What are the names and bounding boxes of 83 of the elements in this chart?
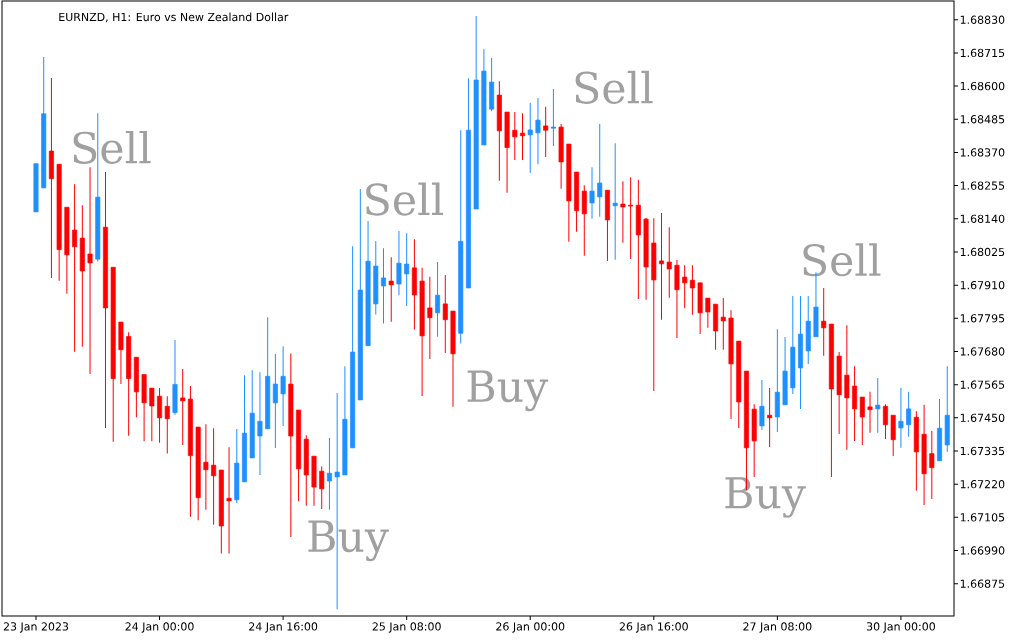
candlestick [442, 274, 448, 354]
candlestick [705, 297, 711, 329]
candlestick [659, 212, 665, 321]
candlestick [257, 371, 263, 476]
y-tick-label: 1.68140 [960, 214, 1005, 223]
candlestick [906, 391, 912, 438]
candlestick [381, 247, 386, 324]
text: EURNZD, H1: Euro vs New Zealand Dollar [59, 12, 289, 23]
x-tick-label: 26 Jan 16:00 [619, 622, 688, 633]
candlestick [759, 379, 765, 431]
candlestick [597, 123, 603, 218]
y-tick-label: 1.68830 [960, 15, 1005, 24]
candlestick [388, 256, 394, 323]
candlestick [581, 184, 587, 257]
annotation: Sell [366, 182, 444, 216]
y-tick-label: 1.67450 [960, 413, 1005, 422]
candlestick [535, 97, 541, 165]
candlestick [612, 142, 618, 261]
candlestick [396, 230, 402, 296]
y-tick-label: 1.67910 [960, 280, 1005, 290]
candlestick [898, 387, 904, 449]
candlestick [527, 102, 533, 174]
candlestick [435, 261, 441, 338]
candlestick [720, 297, 726, 351]
annotation: Sell [575, 70, 653, 104]
y-tick-label: 1.68600 [960, 81, 1005, 91]
x-tick-label: 27 Jan 08:00 [743, 622, 812, 633]
candlestick [149, 387, 155, 442]
candlestick [620, 180, 626, 244]
candlestick [589, 166, 595, 220]
candlestick [550, 88, 556, 147]
candlestick [628, 176, 634, 260]
y-tick-label: 1.68255 [960, 181, 1005, 190]
candlestick [203, 423, 209, 511]
candlestick [164, 395, 170, 455]
candlestick [157, 387, 163, 444]
y-tick-label: 1.67795 [960, 314, 1005, 323]
candlestick [280, 345, 286, 427]
annotation: Buy [467, 370, 549, 412]
y-tick-label: 1.68025 [960, 247, 1005, 257]
candlestick [520, 112, 526, 161]
candlestick [767, 387, 773, 448]
candlestick [326, 437, 332, 511]
candlestick [682, 264, 688, 309]
x-tick-label: 30 Jan 00:00 [866, 622, 935, 633]
y-tick-label: 1.68715 [960, 48, 1005, 58]
candlestick [859, 396, 865, 446]
candlestick [821, 287, 827, 357]
y-tick-label: 1.67335 [960, 446, 1005, 456]
candlestick [689, 264, 695, 316]
candlestick [87, 166, 93, 375]
x-tick-label: 24 Jan 00:00 [125, 622, 194, 633]
candlestick [72, 183, 78, 353]
x-tick-label: 23 Jan 2023 [3, 622, 69, 633]
candlestick [404, 232, 410, 307]
y-tick-label: 1.68370 [960, 148, 1005, 157]
candlestick [512, 111, 518, 161]
candlestick [211, 427, 217, 526]
candlestick [272, 353, 278, 449]
candlestick [844, 324, 850, 451]
candlestick [875, 377, 881, 434]
candlestick [666, 226, 672, 299]
y-tick-label: 1.67220 [960, 480, 1005, 489]
candlestick [852, 365, 858, 442]
annotation: Buy [725, 477, 806, 518]
x-tick-label: 24 Jan 16:00 [249, 622, 318, 633]
candlestick [867, 391, 873, 434]
y-tick-label: 1.67565 [960, 380, 1005, 389]
candlestick [319, 466, 325, 510]
candlestick [929, 430, 935, 500]
x-tick-label: 25 Jan 08:00 [372, 622, 441, 633]
candlestick [180, 368, 186, 446]
candlestick [226, 446, 232, 554]
x-tick-label: 26 Jan 00:00 [496, 622, 565, 633]
y-tick-label: 1.67105 [960, 513, 1005, 522]
y-tick-label: 1.67680 [960, 347, 1005, 356]
annotation: Sell [803, 243, 881, 277]
y-tick-label: 1.68485 [960, 115, 1005, 124]
candlestick [543, 106, 549, 158]
y-tick-label: 1.66875 [960, 579, 1005, 588]
y-tick-label: 1.66990 [960, 546, 1005, 555]
candlestick [427, 276, 433, 360]
candlestick [882, 403, 888, 440]
